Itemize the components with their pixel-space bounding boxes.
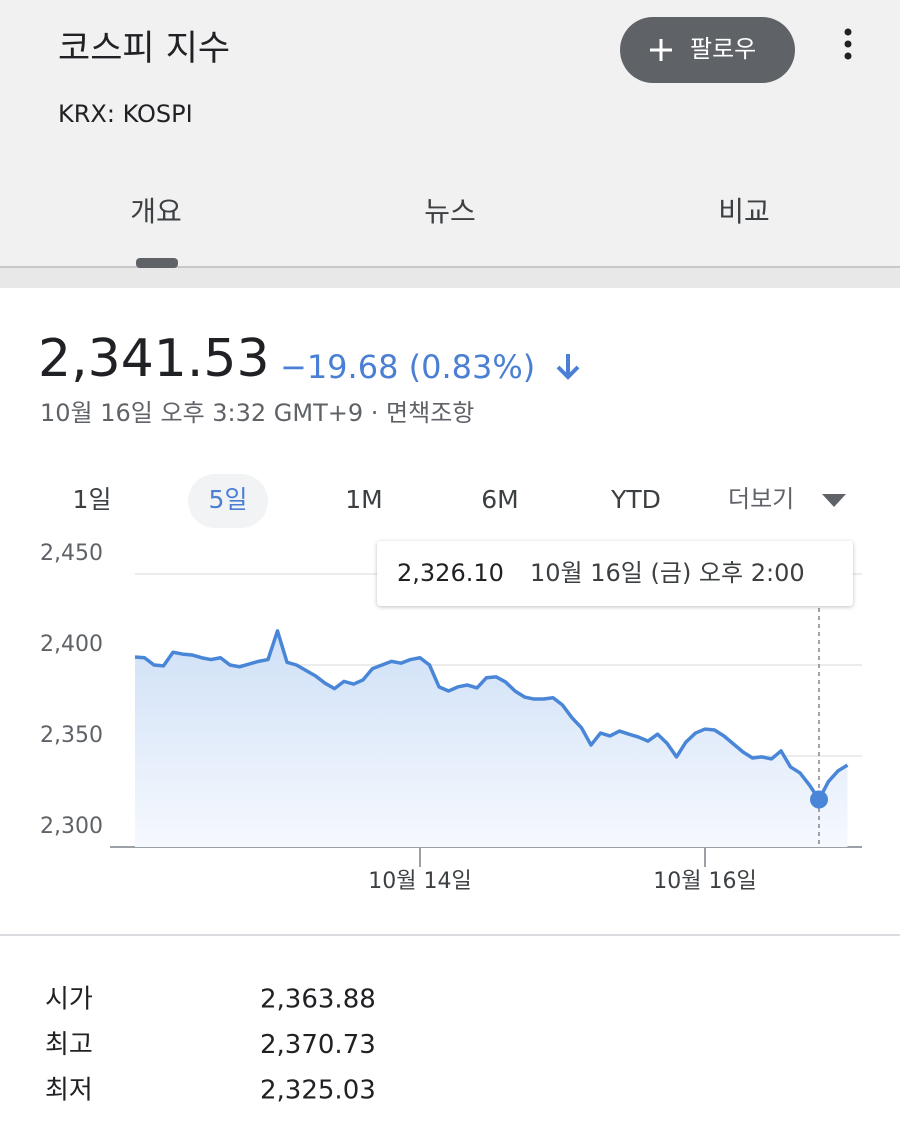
stat-label: 시가 (45, 985, 93, 1015)
stats-table: 시가 2,363.88 최고 2,370.73 최저 2,325.03 (45, 985, 376, 1106)
stat-value: 2,363.88 (260, 985, 376, 1015)
x-tick-label: 10월 14일 (368, 869, 471, 894)
range-option[interactable]: 1M (345, 485, 382, 514)
follow-label[interactable]: 팔로우 (690, 35, 756, 63)
range-option[interactable]: 6M (481, 485, 518, 514)
range-selector: 1일 5일 1M 6M YTD (73, 474, 661, 528)
line (134, 629, 849, 802)
more-menu[interactable] (844, 28, 852, 60)
y-tick-label: 2,450 (40, 541, 103, 566)
price: 2,341.53 (38, 329, 270, 389)
point-marker (810, 790, 828, 809)
chart: 2,300 2,350 2,400 2,450 10월 14일 10월 16일 2,326.… (40, 541, 862, 894)
range-selected-bg (188, 474, 268, 528)
range-option[interactable]: 1일 (73, 485, 112, 514)
tab[interactable]: 비교 (718, 195, 770, 228)
range-more[interactable]: 더보기 (728, 485, 794, 513)
change: −19.68 (0.83%) (280, 348, 535, 386)
tab[interactable]: 뉴스 (424, 195, 476, 228)
tooltip-time: 10월 16일 (금) 오후 2:00 (530, 559, 805, 587)
dropdown-icon[interactable] (822, 494, 846, 507)
x-tick-label: 10월 16일 (653, 869, 756, 894)
timestamp: 10월 16일 오후 3:32 GMT+9 · 면책조항 (40, 399, 474, 427)
title: 코스피 지수 (58, 29, 230, 69)
down-arrow (556, 354, 580, 380)
plus-icon (650, 39, 672, 61)
stat-label: 최고 (45, 1030, 93, 1060)
stat-value: 2,370.73 (260, 1030, 376, 1060)
follow-button[interactable]: 팔로우 (620, 17, 795, 83)
header-divider (0, 266, 900, 288)
stat-label: 최저 (45, 1076, 93, 1106)
range-option[interactable]: 5일 (209, 485, 248, 514)
tooltip-box (377, 541, 853, 606)
tab-indicator (136, 258, 178, 268)
follow-button-bg[interactable] (620, 17, 795, 83)
y-tick-label: 2,400 (40, 632, 103, 657)
ticker: KRX: KOSPI (58, 100, 193, 128)
area (135, 630, 848, 847)
tooltip-value: 2,326.10 (397, 559, 504, 587)
y-tick-label: 2,300 (40, 814, 103, 839)
range-option[interactable]: YTD (610, 485, 661, 514)
stat-value: 2,325.03 (260, 1076, 376, 1106)
y-tick-label: 2,350 (40, 723, 103, 748)
tab[interactable]: 개요 (130, 195, 182, 228)
